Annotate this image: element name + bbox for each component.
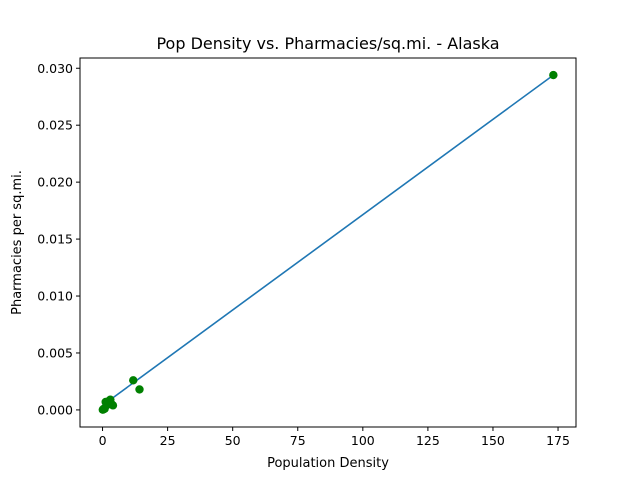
data-point (129, 376, 138, 385)
chart-title: Pop Density vs. Pharmacies/sq.mi. - Alas… (156, 34, 499, 53)
x-tick-label: 150 (481, 433, 505, 448)
y-tick-label: 0.025 (37, 118, 73, 133)
data-point (108, 401, 118, 410)
y-tick-label: 0.005 (37, 345, 73, 360)
fit-line (102, 74, 554, 407)
y-tick-label: 0.010 (37, 289, 73, 304)
x-tick-label: 25 (160, 433, 176, 448)
y-tick-label: 0.030 (37, 61, 73, 76)
x-tick-label: 100 (351, 433, 375, 448)
y-axis: 0.000 0.005 0.010 0.015 0.020 0.025 0.030 (37, 61, 80, 417)
x-tick-label: 175 (546, 433, 570, 448)
y-tick-label: 0.000 (37, 402, 73, 417)
data-point (549, 70, 558, 80)
data-point (135, 385, 144, 394)
x-tick-label: 125 (416, 433, 440, 448)
plot-area (98, 70, 558, 414)
x-axis-label: Population Density (267, 456, 389, 471)
x-tick-label: 0 (99, 433, 107, 448)
x-axis: 0 25 50 75 100 125 150 175 (99, 427, 570, 448)
y-axis-label: Pharmacies per sq.mi. (10, 170, 25, 315)
x-tick-label: 50 (225, 433, 241, 448)
x-tick-label: 75 (290, 433, 306, 448)
axes-frame (79, 57, 577, 428)
y-tick-label: 0.015 (37, 232, 73, 247)
y-tick-label: 0.020 (37, 175, 73, 190)
